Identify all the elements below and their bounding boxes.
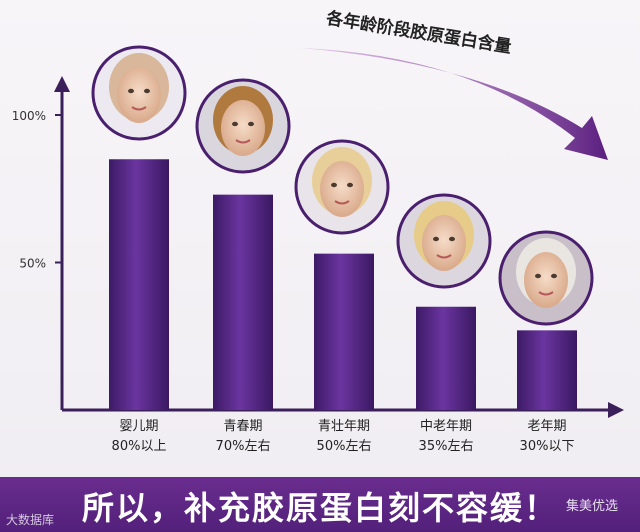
bar-4: [416, 306, 476, 410]
y-tick-label: 50%: [19, 257, 46, 271]
category-value-label: 70%左右: [216, 439, 271, 454]
bottom-banner: 所以，补充胶原蛋白刻不容缓！ 大数据库 集美优选: [0, 477, 640, 532]
category-value-label: 80%以上: [112, 439, 167, 454]
portrait-2: [195, 78, 291, 174]
category-value-label: 30%以下: [520, 439, 575, 454]
chart-title: 各年龄阶段胶原蛋白含量: [324, 7, 513, 57]
bar-1: [109, 159, 169, 410]
category-label: 婴儿期: [119, 419, 158, 434]
watermark-right: 集美优选: [565, 499, 618, 514]
category-value-label: 50%左右: [317, 439, 372, 454]
category-label: 中老年期: [420, 419, 472, 434]
category-label: 青壮年期: [318, 419, 370, 434]
bar-5: [517, 330, 577, 410]
watermark-left: 大数据库: [6, 513, 55, 527]
x-axis-arrowhead: [608, 402, 624, 418]
bar-2: [213, 194, 273, 410]
collagen-bar-chart: 各年龄阶段胶原蛋白含量 100% 50% 婴儿期 80%以上 青春期 70%左右 青壮年期…: [12, 7, 624, 454]
category-label: 青春期: [223, 419, 262, 434]
banner-slogan: 所以，补充胶原蛋白刻不容缓！: [81, 489, 558, 527]
bar-3: [314, 253, 374, 410]
category-label: 老年期: [527, 419, 566, 434]
y-axis-arrowhead: [54, 76, 70, 92]
trend-arrow: [300, 48, 608, 160]
portrait-1: [91, 45, 187, 141]
portrait-5: [498, 230, 594, 326]
portrait-4: [396, 193, 492, 289]
y-tick-label: 100%: [12, 109, 46, 123]
category-value-label: 35%左右: [419, 439, 474, 454]
portrait-3: [294, 139, 390, 235]
